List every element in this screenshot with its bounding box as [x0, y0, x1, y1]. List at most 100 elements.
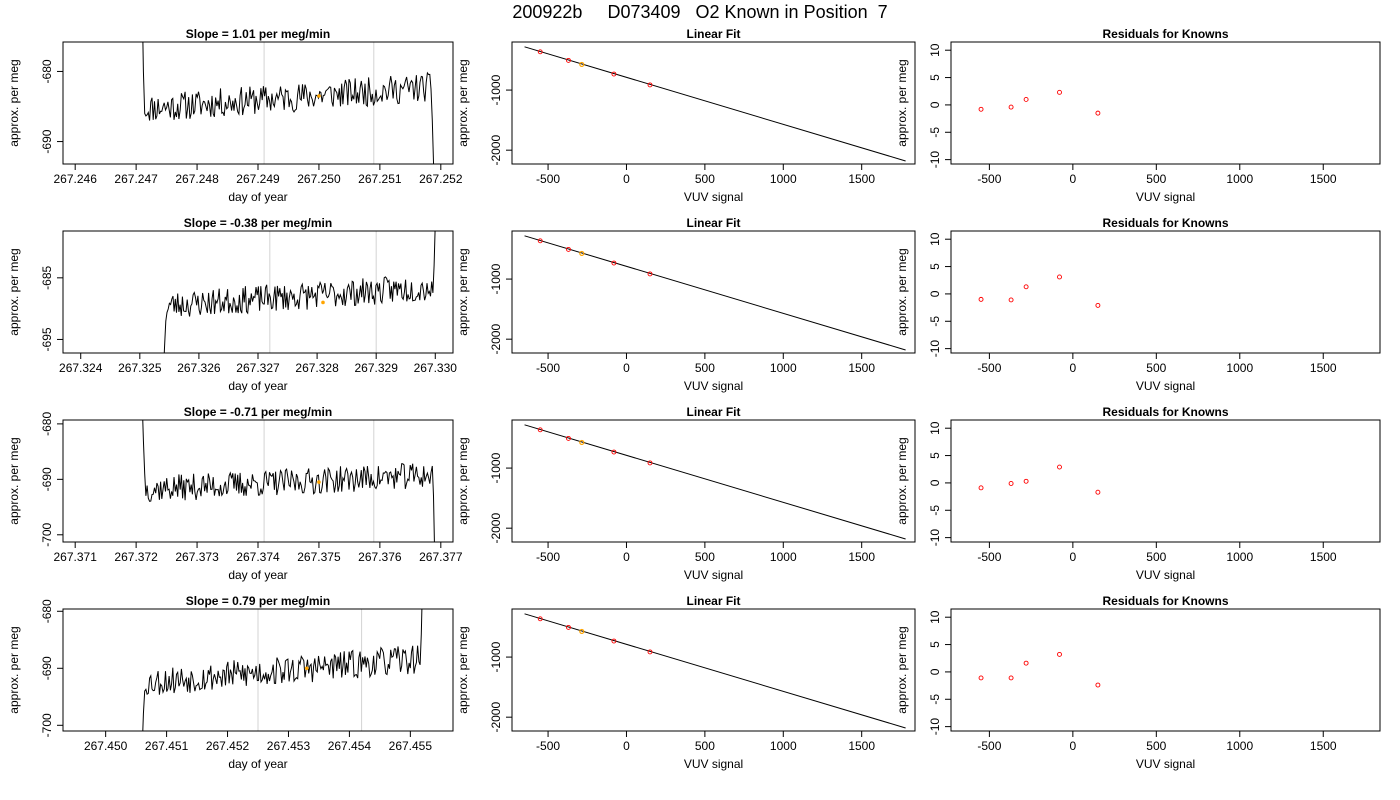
residual-point: [1008, 297, 1014, 303]
x-tick-label: 267.329: [354, 361, 398, 375]
x-tick-label: 267.250: [297, 172, 341, 186]
x-tick-label: 500: [695, 550, 715, 564]
panel-fit-row1: Linear Fit -500 0 500 1000 1500 -2000 -1000 VUV …: [456, 27, 916, 204]
x-tick-label: -500: [977, 361, 1001, 375]
y-tick-label: 10: [928, 43, 942, 57]
x-tick-label: 0: [1070, 361, 1077, 375]
x-tick-label: 0: [1070, 739, 1077, 753]
y-axis-label: approx. per meg: [456, 626, 470, 713]
plot-frame: [950, 608, 1381, 732]
known-point: [647, 460, 653, 466]
y-tick-label: -680: [40, 599, 54, 623]
known-point: [537, 427, 543, 433]
plot-frame: [511, 608, 916, 732]
x-tick-label: 1500: [848, 361, 875, 375]
plot-area: [978, 464, 1101, 495]
y-tick-label: -10: [928, 529, 942, 547]
known-point: [537, 616, 543, 622]
x-tick-label: 500: [1146, 550, 1166, 564]
x-tick-label: 267.374: [236, 550, 280, 564]
x-tick-label: 267.452: [206, 739, 250, 753]
known-point: [611, 638, 617, 644]
y-tick-label: 0: [928, 290, 942, 297]
x-tick-label: 267.327: [236, 361, 280, 375]
plot-area: [978, 89, 1101, 116]
x-tick-label: 1000: [770, 361, 797, 375]
x-tick-label: 1500: [848, 739, 875, 753]
plot-frame: [62, 419, 454, 543]
panel-title: Residuals for Knowns: [1102, 405, 1228, 419]
residual-point: [1057, 274, 1062, 280]
panel-title: Residuals for Knowns: [1102, 594, 1228, 608]
highlight-point: [321, 300, 325, 305]
x-tick-label: 1000: [1226, 739, 1253, 753]
residual-point: [1023, 660, 1029, 666]
x-tick-label: 267.371: [53, 550, 97, 564]
residual-point: [1057, 464, 1062, 470]
y-tick-label: -680: [40, 59, 54, 83]
y-tick-label: -1000: [489, 263, 503, 294]
known-point: [647, 82, 653, 88]
panel-title: Linear Fit: [686, 405, 740, 419]
x-tick-label: 1000: [770, 172, 797, 186]
x-tick-label: 1000: [770, 739, 797, 753]
residual-point: [1008, 675, 1014, 681]
x-tick-label: 0: [623, 550, 630, 564]
panel-title: Residuals for Knowns: [1102, 27, 1228, 41]
x-tick-label: 500: [695, 172, 715, 186]
y-tick-label: -2000: [489, 135, 503, 166]
x-tick-label: 500: [1146, 739, 1166, 753]
plot-area: [142, 609, 423, 731]
x-tick-label: 267.376: [358, 550, 402, 564]
panel-title: Slope = 1.01 per meg/min: [186, 27, 330, 41]
x-tick-label: 500: [1146, 172, 1166, 186]
panel-title: Linear Fit: [686, 27, 740, 41]
x-tick-label: 0: [623, 361, 630, 375]
highlight-point: [317, 94, 321, 98]
plot-frame: [511, 230, 916, 354]
x-axis-label: VUV signal: [684, 568, 743, 582]
residual-point: [1095, 682, 1101, 688]
highlight-point: [579, 250, 585, 257]
x-tick-label: 1500: [1310, 550, 1337, 564]
known-point: [611, 71, 617, 77]
y-tick-label: 0: [928, 479, 942, 486]
y-tick-label: -695: [40, 327, 54, 351]
x-tick-label: 267.252: [419, 172, 463, 186]
y-tick-label: 0: [928, 668, 942, 675]
x-axis-label: day of year: [228, 568, 287, 582]
plot-area: [524, 613, 906, 729]
y-tick-label: -2000: [489, 513, 503, 544]
panel-title: Slope = -0.71 per meg/min: [184, 405, 332, 419]
x-tick-label: 267.325: [118, 361, 162, 375]
plot-area: [142, 42, 435, 164]
x-axis-label: day of year: [228, 757, 287, 771]
x-tick-label: 1500: [1310, 739, 1337, 753]
y-tick-label: -2000: [489, 324, 503, 355]
x-tick-label: 1500: [848, 550, 875, 564]
x-tick-label: 500: [695, 361, 715, 375]
x-axis-label: day of year: [228, 379, 287, 393]
panel-resid-row4: Residuals for Knowns -500 0 500 1000 1500 -10 -…: [895, 594, 1381, 771]
y-tick-label: -690: [40, 129, 54, 153]
x-tick-label: 267.373: [175, 550, 219, 564]
x-tick-label: -500: [536, 172, 560, 186]
residual-point: [978, 296, 984, 302]
x-tick-label: 0: [1070, 550, 1077, 564]
residual-point: [1008, 481, 1014, 486]
residual-point: [1023, 96, 1029, 102]
known-point: [566, 435, 571, 441]
x-tick-label: 267.330: [414, 361, 458, 375]
y-tick-label: -1000: [489, 452, 503, 483]
x-axis-label: VUV signal: [684, 190, 743, 204]
y-tick-label: -5: [928, 505, 942, 516]
x-tick-label: 0: [1070, 172, 1077, 186]
plot-area: [978, 274, 1101, 308]
x-axis-label: VUV signal: [1136, 568, 1195, 582]
y-tick-label: -1000: [489, 641, 503, 672]
residual-point: [1095, 489, 1101, 495]
known-point: [566, 57, 571, 63]
panel-fit-row3: Linear Fit -500 0 500 1000 1500 -2000 -1000 VUV …: [456, 405, 916, 582]
residual-point: [978, 106, 984, 112]
